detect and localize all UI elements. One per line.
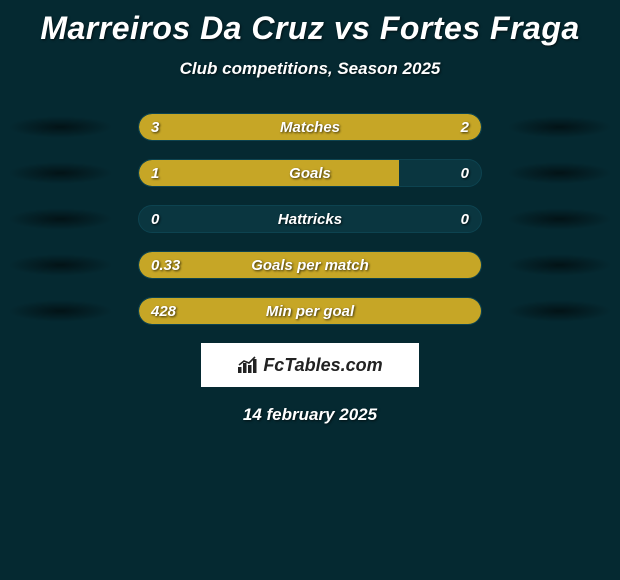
stat-row: 0.33 Goals per match xyxy=(0,251,620,279)
stats-container: 3 Matches 2 1 Goals 0 0 Hattricks 0 xyxy=(0,113,620,325)
stat-label: Min per goal xyxy=(139,298,481,325)
page-title: Marreiros Da Cruz vs Fortes Fraga xyxy=(0,0,620,47)
shadow-right xyxy=(507,254,612,276)
shadow-left xyxy=(8,254,113,276)
stat-label: Hattricks xyxy=(139,206,481,233)
bar-track: 428 Min per goal xyxy=(138,297,482,325)
value-right: 0 xyxy=(461,160,469,187)
shadow-right xyxy=(507,300,612,322)
shadow-left xyxy=(8,208,113,230)
bar-track: 0.33 Goals per match xyxy=(138,251,482,279)
shadow-right xyxy=(507,208,612,230)
shadow-right xyxy=(507,116,612,138)
date: 14 february 2025 xyxy=(0,405,620,425)
logo-text: FcTables.com xyxy=(263,355,382,376)
stat-row: 0 Hattricks 0 xyxy=(0,205,620,233)
subtitle: Club competitions, Season 2025 xyxy=(0,59,620,79)
shadow-left xyxy=(8,116,113,138)
value-right: 2 xyxy=(461,114,469,141)
value-right: 0 xyxy=(461,206,469,233)
stat-row: 428 Min per goal xyxy=(0,297,620,325)
stat-label: Goals xyxy=(139,160,481,187)
bar-track: 1 Goals 0 xyxy=(138,159,482,187)
chart-icon xyxy=(237,356,259,374)
stat-label: Matches xyxy=(139,114,481,141)
stat-row: 3 Matches 2 xyxy=(0,113,620,141)
shadow-left xyxy=(8,300,113,322)
logo: FcTables.com xyxy=(237,355,382,376)
stat-label: Goals per match xyxy=(139,252,481,279)
shadow-left xyxy=(8,162,113,184)
bar-track: 3 Matches 2 xyxy=(138,113,482,141)
logo-box: FcTables.com xyxy=(201,343,419,387)
shadow-right xyxy=(507,162,612,184)
bar-track: 0 Hattricks 0 xyxy=(138,205,482,233)
stat-row: 1 Goals 0 xyxy=(0,159,620,187)
